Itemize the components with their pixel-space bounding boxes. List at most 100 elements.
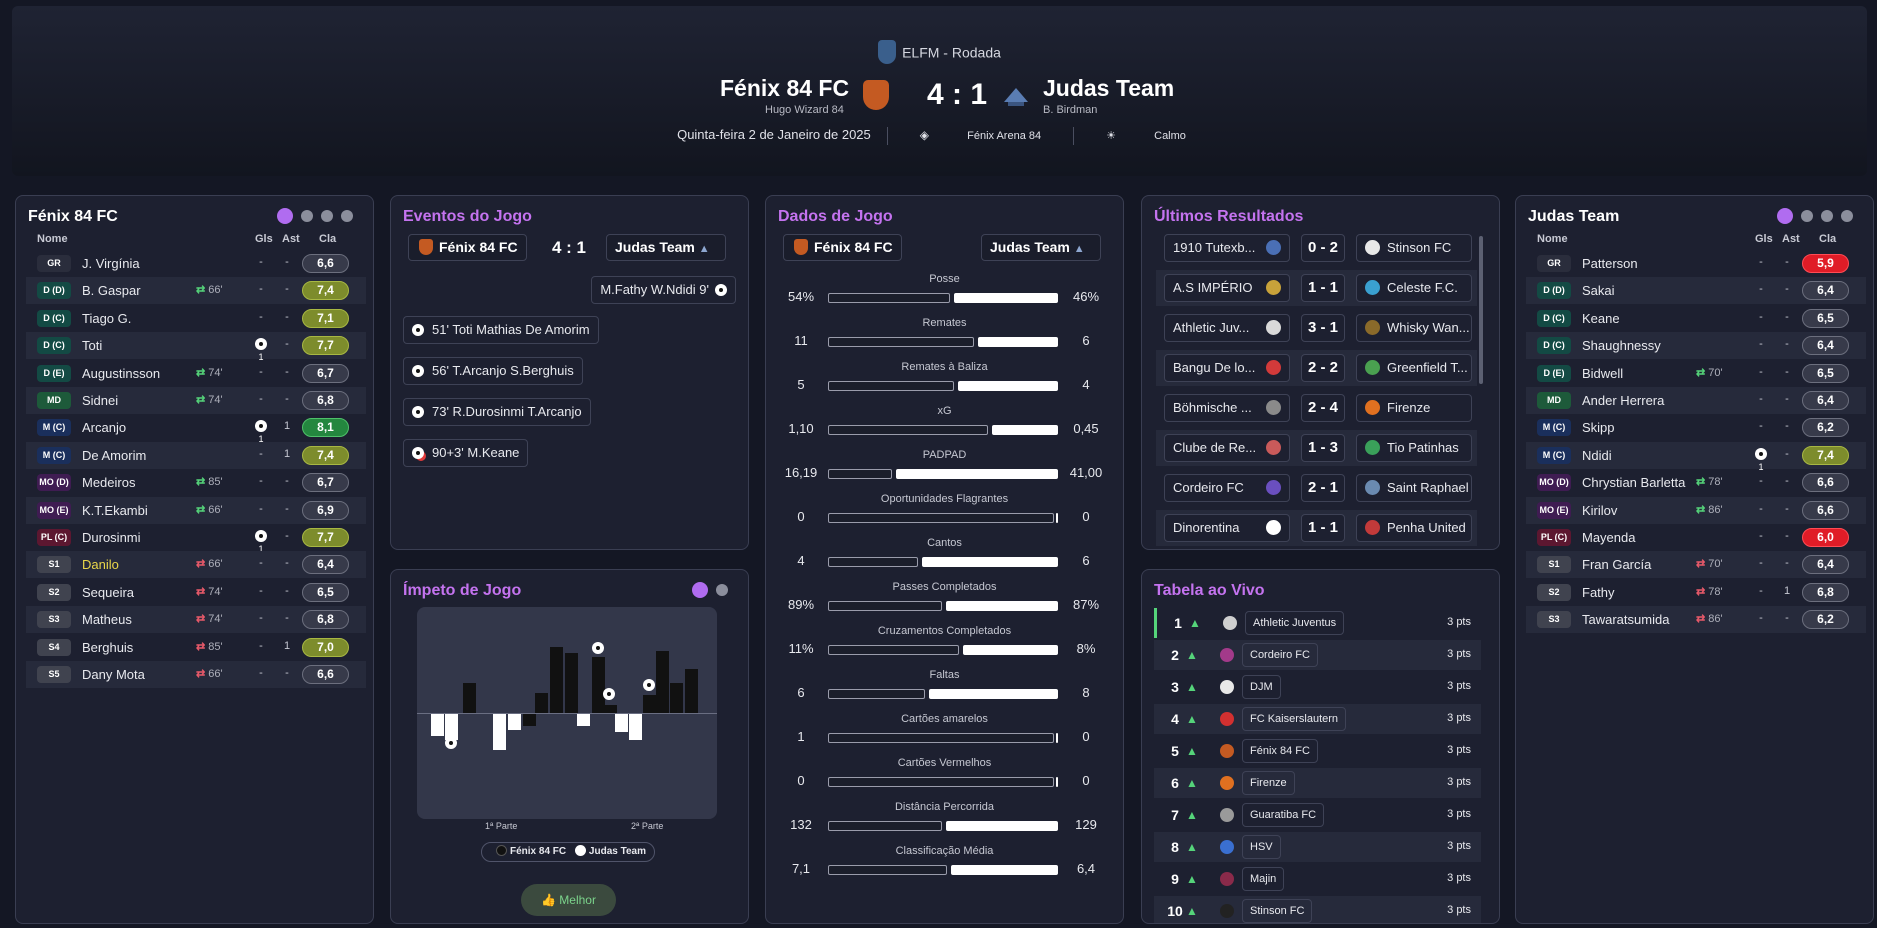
away-event-row[interactable]: M.Fathy W.Ndidi 9'	[591, 276, 736, 304]
home-team-name[interactable]: Fénix 84 FC	[720, 75, 850, 101]
player-row[interactable]: M (C) De Amorim - 1 7,4	[26, 441, 366, 469]
league-row[interactable]: 3 ▲ DJM 3 pts	[1154, 672, 1481, 702]
result-away-team[interactable]: Greenfield T...	[1356, 354, 1472, 382]
player-name[interactable]: Danilo	[82, 557, 119, 573]
league-team-name[interactable]: Majin	[1242, 867, 1285, 891]
player-name[interactable]: Sidnei	[82, 393, 119, 408]
view-dot-1[interactable]	[1777, 208, 1793, 224]
player-name[interactable]: Tawaratsumida	[1582, 612, 1670, 628]
player-name[interactable]: B. Gaspar	[82, 283, 141, 299]
league-row[interactable]: 2 ▲ Cordeiro FC 3 pts	[1154, 640, 1481, 670]
away-coach[interactable]: B. Birdman	[1043, 104, 1098, 116]
player-name[interactable]: Ander Herrera	[1582, 393, 1665, 408]
player-row[interactable]: D (E) Bidwell ⇄ 70' - -6,5	[1526, 360, 1866, 387]
result-row[interactable]: A.S IMPÉRIO 1 - 1 Celeste F.C.	[1156, 270, 1477, 306]
player-name[interactable]: Bidwell	[1582, 365, 1624, 381]
events-away-team[interactable]: Judas Team ▲	[606, 234, 726, 261]
away-team-name[interactable]: Judas Team	[1043, 75, 1175, 101]
result-row[interactable]: Clube de Re... 1 - 3 Tio Patinhas	[1156, 430, 1477, 466]
events-home-team[interactable]: Fénix 84 FC	[408, 234, 527, 261]
player-name[interactable]: Skipp	[1582, 420, 1615, 436]
player-name[interactable]: J. Virgínia	[82, 256, 140, 271]
player-row[interactable]: MD Ander Herrera - - 6,4	[1526, 387, 1866, 414]
league-row[interactable]: 5 ▲ Fénix 84 FC 3 pts	[1154, 736, 1481, 766]
view-dot-4[interactable]	[1841, 210, 1853, 222]
view-dot-3[interactable]	[321, 210, 333, 222]
col-goals[interactable]: Gls	[255, 233, 273, 245]
best-button[interactable]: 👍 Melhor	[521, 884, 616, 916]
player-row[interactable]: M (C) Ndidi 1 -7,4	[1526, 441, 1866, 472]
player-row[interactable]: S3 Tawaratsumida ⇄ 86' - -6,2	[1526, 606, 1866, 634]
result-row[interactable]: 1910 Tutexb... 0 - 2 Stinson FC	[1156, 230, 1477, 266]
player-row[interactable]: M (C) Arcanjo 1 1 8,1	[26, 414, 366, 444]
result-home-team[interactable]: Böhmische ...	[1164, 394, 1290, 422]
league-row[interactable]: 6 ▲ Firenze 3 pts	[1154, 768, 1481, 798]
view-dot-2[interactable]	[301, 210, 313, 222]
player-name[interactable]: Tiago G.	[82, 310, 132, 326]
view-dot-1[interactable]	[692, 582, 708, 598]
player-name[interactable]: De Amorim	[82, 447, 147, 463]
player-name[interactable]: Fran García	[1582, 557, 1652, 573]
league-row[interactable]: 4 ▲ FC Kaiserslautern 3 pts	[1154, 704, 1481, 734]
player-row[interactable]: PL (C) Durosinmi 1 - 7,7	[26, 524, 366, 554]
player-name[interactable]: Fathy	[1582, 584, 1615, 600]
player-name[interactable]: K.T.Ekambi	[82, 502, 148, 518]
home-event-row[interactable]: 56' T.Arcanjo S.Berghuis	[403, 357, 583, 385]
player-row[interactable]: S2 Fathy ⇄ 78' - 1 6,8	[1526, 579, 1866, 606]
player-name[interactable]: Sequeira	[82, 584, 135, 600]
col-rating[interactable]: Cla	[319, 233, 337, 245]
league-team-name[interactable]: Athletic Juventus	[1245, 611, 1345, 635]
league-row[interactable]: 8 ▲ HSV 3 pts	[1154, 832, 1481, 862]
home-coach[interactable]: Hugo Wizard 84	[765, 104, 844, 116]
player-row[interactable]: MO (D) Chrystian Barletta ⇄ 78' - -6,6	[1526, 469, 1866, 496]
league-row[interactable]: 7 ▲ Guaratiba FC 3 pts	[1154, 800, 1481, 830]
league-row[interactable]: 10 ▲ Stinson FC 3 pts	[1154, 896, 1481, 923]
view-dot-3[interactable]	[1821, 210, 1833, 222]
player-name[interactable]: Augustinsson	[82, 365, 161, 381]
result-row[interactable]: Athletic Juv... 3 - 1 Whisky Wan...	[1156, 310, 1477, 346]
result-away-team[interactable]: Penha United	[1356, 514, 1472, 542]
view-dot-2[interactable]	[1801, 210, 1813, 222]
player-name[interactable]: Berghuis	[82, 639, 134, 655]
player-name[interactable]: Durosinmi	[82, 530, 141, 545]
player-name[interactable]: Medeiros	[82, 475, 136, 491]
result-row[interactable]: Cordeiro FC 2 - 1 Saint Raphael	[1156, 470, 1477, 506]
result-away-team[interactable]: Stinson FC	[1356, 234, 1472, 262]
player-row[interactable]: S2 Sequeira ⇄ 74' - -6,5	[26, 579, 366, 606]
result-home-team[interactable]: Clube de Re...	[1164, 434, 1290, 462]
result-home-team[interactable]: Athletic Juv...	[1164, 314, 1290, 342]
home-event-row[interactable]: 90+3' M.Keane	[403, 439, 529, 467]
player-row[interactable]: S1 Danilo ⇄ 66' - -6,4	[26, 551, 366, 579]
col-goals[interactable]: Gls	[1755, 233, 1773, 245]
result-home-team[interactable]: Cordeiro FC	[1164, 474, 1290, 502]
player-row[interactable]: M (C) Skipp - -6,2	[1526, 414, 1866, 441]
player-row[interactable]: D (E) Augustinsson ⇄ 74' - -6,7	[26, 360, 366, 387]
league-team-name[interactable]: HSV	[1242, 835, 1281, 859]
player-row[interactable]: GR J. Virgínia - - 6,6	[26, 250, 366, 277]
player-row[interactable]: S4 Berghuis ⇄ 85' - 1 7,0	[26, 634, 366, 661]
player-row[interactable]: D (C) Toti 1 -7,7	[26, 332, 366, 362]
league-team-name[interactable]: Cordeiro FC	[1242, 643, 1318, 667]
player-name[interactable]: Patterson	[1582, 256, 1638, 271]
player-row[interactable]: S1 Fran García ⇄ 70' - -6,4	[1526, 551, 1866, 579]
result-row[interactable]: Böhmische ... 2 - 4 Firenze	[1156, 390, 1477, 426]
home-event-row[interactable]: 51' Toti Mathias De Amorim	[403, 316, 599, 344]
result-row[interactable]: Bangu De lo... 2 - 2 Greenfield T...	[1156, 350, 1477, 386]
result-away-team[interactable]: Firenze	[1356, 394, 1472, 422]
player-row[interactable]: S5 Dany Mota ⇄ 66' - - 6,6	[26, 661, 366, 688]
view-dot-4[interactable]	[341, 210, 353, 222]
league-team-name[interactable]: FC Kaiserslautern	[1242, 707, 1347, 731]
league-team-name[interactable]: Guaratiba FC	[1242, 803, 1325, 827]
player-name[interactable]: Shaughnessy	[1582, 338, 1661, 354]
stats-home-team[interactable]: Fénix 84 FC	[783, 234, 902, 261]
col-assists[interactable]: Ast	[282, 233, 300, 245]
league-team-name[interactable]: Stinson FC	[1242, 899, 1313, 923]
player-row[interactable]: D (C) Shaughnessy - -6,4	[1526, 332, 1866, 360]
player-row[interactable]: MO (D) Medeiros ⇄ 85' - -6,7	[26, 469, 366, 496]
player-name[interactable]: Ndidi	[1582, 447, 1612, 463]
col-assists[interactable]: Ast	[1782, 233, 1800, 245]
player-name[interactable]: Toti	[82, 338, 103, 354]
col-rating[interactable]: Cla	[1819, 233, 1837, 245]
result-home-team[interactable]: 1910 Tutexb...	[1164, 234, 1290, 262]
player-name[interactable]: Keane	[1582, 310, 1620, 326]
